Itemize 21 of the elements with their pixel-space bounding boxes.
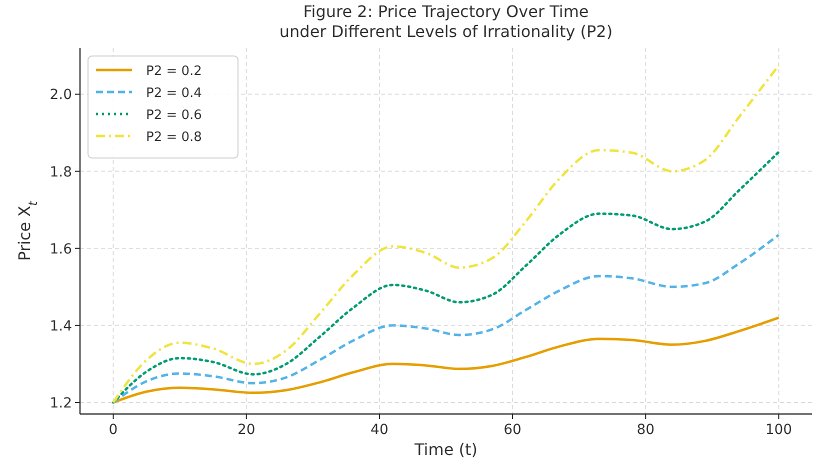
- y-tick-label: 1.2: [50, 395, 72, 412]
- line-series: [112, 316, 780, 404]
- legend-label: P2 = 0.2: [146, 64, 202, 79]
- x-tick-label: 0: [108, 422, 118, 438]
- x-tick-label: 60: [504, 422, 522, 438]
- y-tick-label: 1.6: [50, 241, 72, 258]
- line-series: [112, 64, 780, 404]
- line-series: [112, 150, 780, 404]
- x-tick-label: 100: [765, 422, 792, 438]
- legend-label: P2 = 0.6: [146, 108, 202, 123]
- x-tick-label: 80: [636, 422, 655, 438]
- y-tick-label: 1.8: [50, 164, 72, 180]
- x-tick-label: 40: [370, 422, 388, 438]
- y-tick-label: 2.0: [50, 87, 72, 104]
- chart-title: Figure 2: Price Trajectory Over Time under Different Levels of Irrationality (P2): [279, 2, 613, 41]
- y-tick-label: 1.4: [50, 318, 72, 334]
- x-tick-label: 20: [237, 422, 256, 438]
- line-series: [112, 234, 780, 404]
- legend-label: P2 = 0.4: [146, 86, 202, 101]
- legend-label: P2 = 0.8: [146, 130, 202, 145]
- x-axis-title: Time (t): [414, 440, 478, 459]
